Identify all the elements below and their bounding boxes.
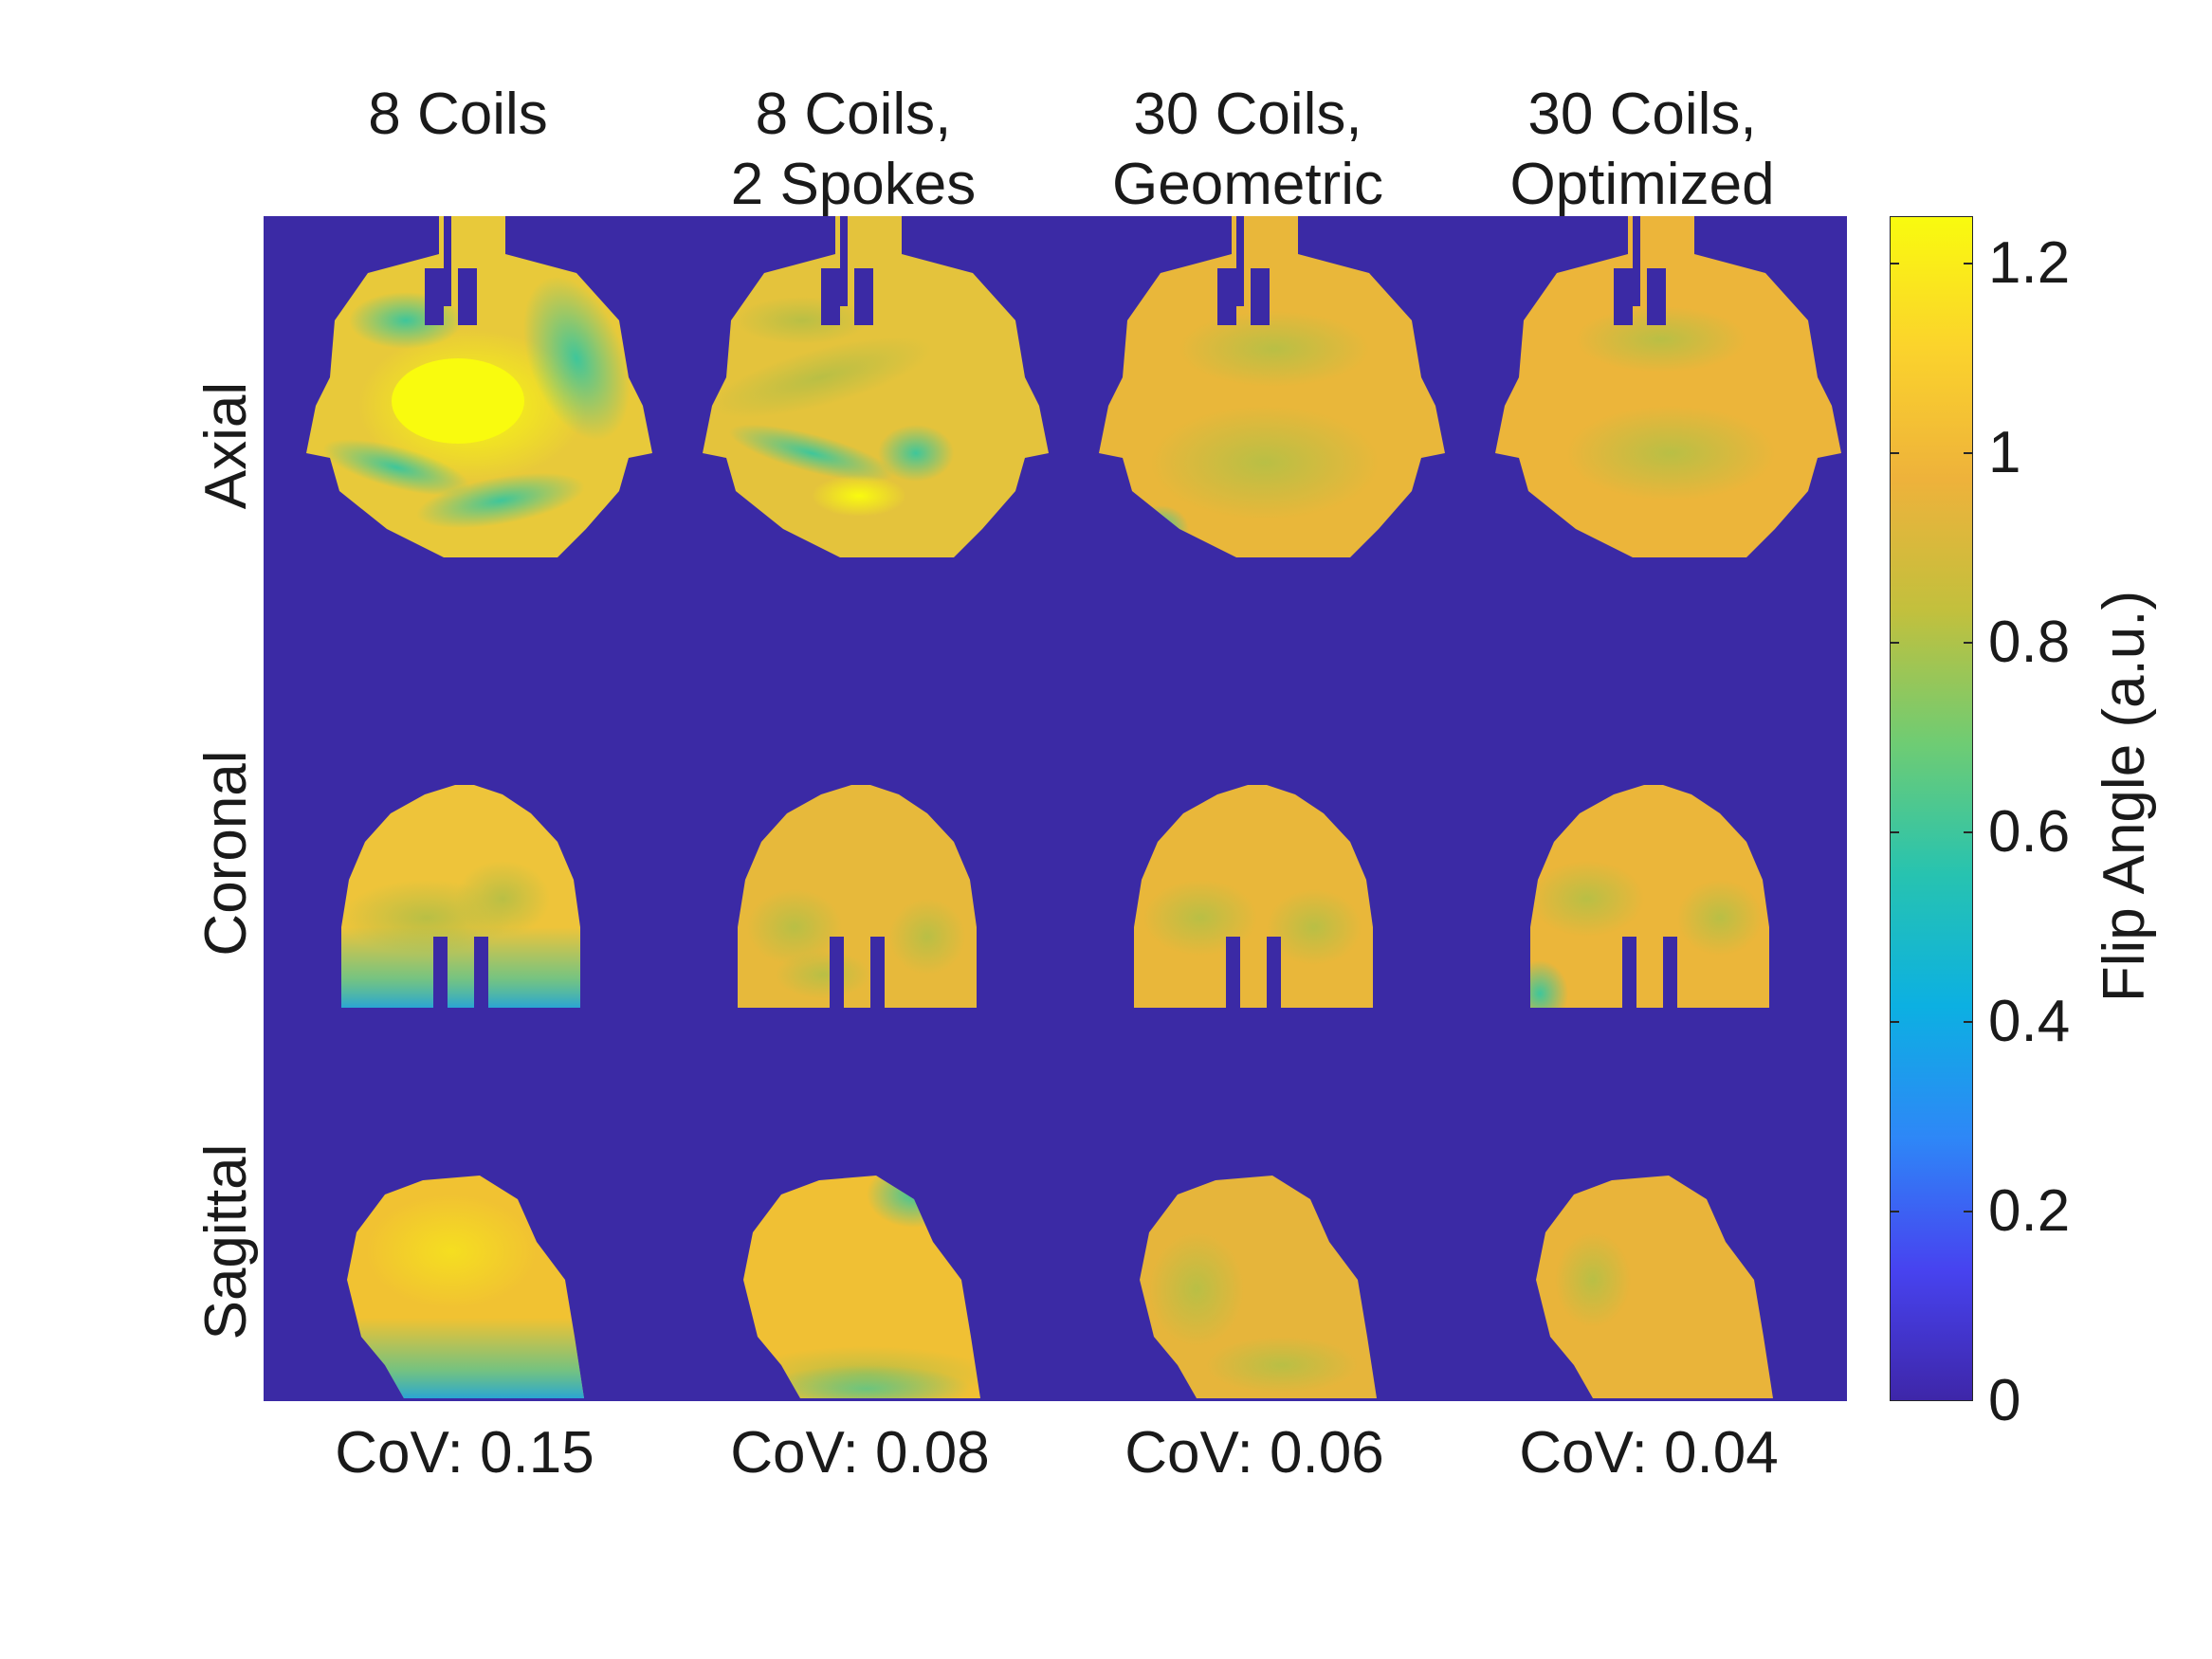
- colorbar: [1890, 216, 1973, 1401]
- cov-label-3: CoV: 0.06: [1124, 1420, 1384, 1486]
- colorbar-tick-label: 0.8: [1988, 610, 2071, 675]
- colorbar-tick-label: 0: [1988, 1368, 2021, 1433]
- column-title-3: 30 Coils, Geometric: [1049, 80, 1447, 220]
- colorbar-tick-label: 1.2: [1988, 230, 2071, 296]
- cov-label-2: CoV: 0.08: [730, 1420, 990, 1486]
- colorbar-tick-label: 0.6: [1988, 799, 2071, 865]
- column-title-2-line-1: 8 Coils,: [755, 82, 952, 147]
- colorbar-label: Flip Angle (a.u.): [2092, 590, 2157, 1003]
- sagittal-30-coils-optimized: [1536, 1176, 1773, 1398]
- colorbar-tick-label: 0.4: [1988, 989, 2071, 1054]
- colorbar-fill: [1890, 216, 1973, 1401]
- cov-label-1: CoV: 0.15: [335, 1420, 594, 1486]
- column-title-1: 8 Coils: [259, 80, 657, 150]
- row-label-axial: Axial: [193, 381, 259, 510]
- cov-label-4: CoV: 0.04: [1519, 1420, 1779, 1486]
- column-title-2-line-2: 2 Spokes: [730, 152, 977, 217]
- colorbar-tick-label: 1: [1988, 420, 2021, 485]
- column-title-3-line-1: 30 Coils,: [1133, 82, 1362, 147]
- colorbar-tick-label: 0.2: [1988, 1178, 2071, 1244]
- column-title-2: 8 Coils, 2 Spokes: [654, 80, 1052, 220]
- column-title-4-line-1: 30 Coils,: [1527, 82, 1757, 147]
- column-title-3-line-2: Geometric: [1112, 152, 1383, 217]
- flip-angle-map-panel: [264, 216, 1847, 1401]
- row-label-coronal: Coronal: [193, 750, 259, 957]
- column-title-4-line-2: Optimized: [1509, 152, 1775, 217]
- column-title-4: 30 Coils, Optimized: [1443, 80, 1841, 220]
- row-label-sagittal: Sagittal: [193, 1143, 259, 1340]
- column-title-1-line-2: 8 Coils: [368, 82, 548, 147]
